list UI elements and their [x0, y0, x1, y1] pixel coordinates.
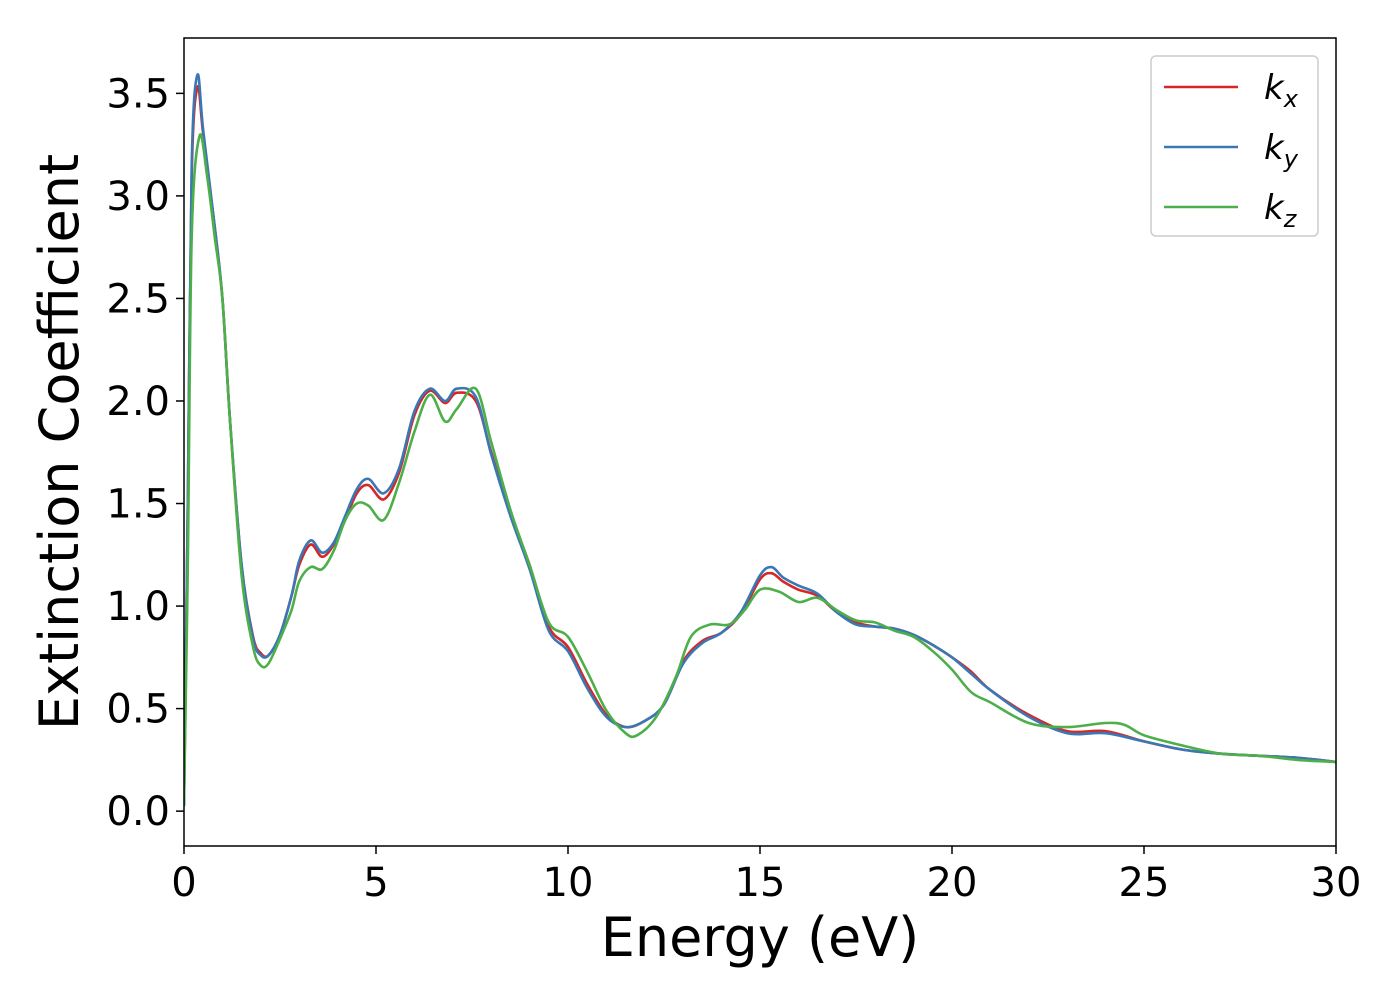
x-tick-label: 25 [1119, 860, 1170, 906]
y-axis: 0.0 0.5 1.0 1.5 2.0 2.5 3.0 3.5 [106, 71, 184, 835]
y-tick-label: 3.0 [106, 174, 170, 220]
x-tick-label: 0 [171, 860, 196, 906]
x-tick-label: 20 [927, 860, 978, 906]
legend-entry-ky: ky [1264, 128, 1299, 173]
y-tick-label: 0.5 [106, 687, 170, 733]
y-tick-label: 2.0 [106, 379, 170, 425]
x-axis: 0 5 10 15 20 25 30 [171, 846, 1361, 906]
plot-lines [184, 73, 1336, 807]
x-tick-label: 5 [363, 860, 388, 906]
y-tick-label: 2.5 [106, 276, 170, 322]
legend-entry-kx: kx [1264, 68, 1299, 113]
y-axis-label: Extinction Coefficient [28, 154, 91, 730]
y-tick-label: 1.5 [106, 482, 170, 528]
x-tick-label: 30 [1311, 860, 1362, 906]
y-tick-label: 0.0 [106, 789, 170, 835]
y-tick-label: 3.5 [106, 71, 170, 117]
series-line-kz [184, 133, 1336, 807]
y-tick-label: 1.0 [106, 584, 170, 630]
x-axis-label: Energy (eV) [601, 906, 920, 969]
x-tick-label: 10 [543, 860, 594, 906]
legend: kx ky kz [1150, 55, 1319, 237]
legend-entry-kz: kz [1264, 188, 1298, 233]
x-tick-label: 15 [735, 860, 786, 906]
